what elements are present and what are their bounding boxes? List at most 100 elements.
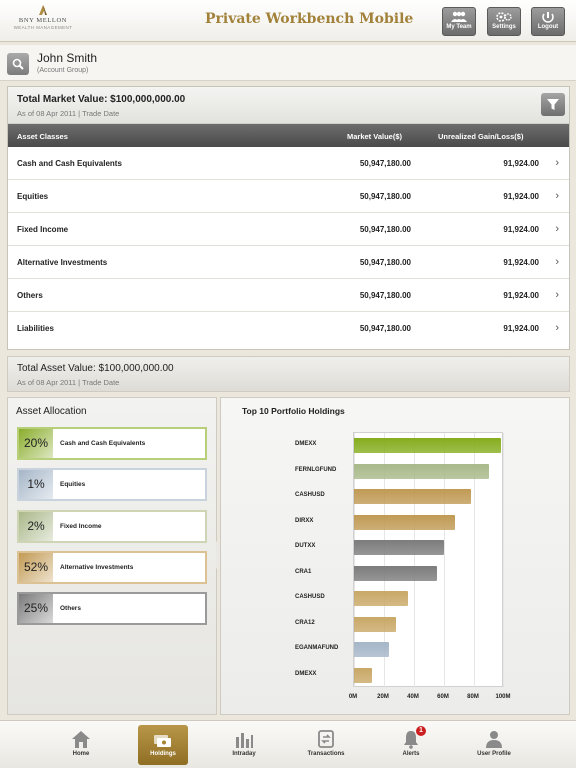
allocation-name: Cash and Cash Equivalents bbox=[60, 440, 146, 447]
allocation-item[interactable]: 52% Alternative Investments bbox=[17, 551, 207, 584]
allocation-name: Others bbox=[60, 605, 81, 612]
app-header: BNY MELLON WEALTH MANAGEMENT Private Wor… bbox=[0, 0, 576, 42]
x-tick-label: 0M bbox=[348, 694, 358, 700]
trade-date-link[interactable]: Trade Date bbox=[82, 378, 120, 387]
tab-user-profile[interactable]: User Profile bbox=[469, 725, 519, 765]
holding-bar[interactable] bbox=[354, 438, 501, 453]
trade-date-link[interactable]: Trade Date bbox=[82, 109, 120, 118]
holdings-icon bbox=[154, 735, 171, 747]
gridline bbox=[354, 433, 355, 688]
tab-label: Holdings bbox=[150, 751, 176, 757]
asset-allocation-title: Asset Allocation bbox=[16, 406, 87, 417]
tab-transactions[interactable]: Transactions bbox=[301, 725, 351, 765]
bell-icon bbox=[404, 731, 418, 749]
search-button[interactable] bbox=[7, 53, 29, 75]
holding-bar[interactable] bbox=[354, 463, 489, 479]
my-team-button[interactable]: My Team bbox=[442, 7, 476, 36]
table-row[interactable]: Liabilities 50,947,180.00 91,924.00 › bbox=[8, 312, 569, 345]
tab-home[interactable]: Home bbox=[56, 725, 106, 765]
filter-icon bbox=[547, 99, 559, 110]
holding-label: DMEXX bbox=[295, 670, 317, 677]
holding-label: CASHUSD bbox=[295, 492, 325, 498]
asset-class-name: Equities bbox=[17, 192, 49, 201]
chart-plot-area bbox=[353, 432, 504, 688]
settings-button[interactable]: Settings bbox=[487, 7, 521, 36]
allocation-name: Equities bbox=[60, 481, 86, 488]
holding-bar[interactable] bbox=[354, 540, 444, 555]
tab-label: User Profile bbox=[477, 751, 511, 757]
asset-class-name: Fixed Income bbox=[17, 225, 69, 234]
allocation-item[interactable]: 20% Cash and Cash Equivalents bbox=[17, 427, 207, 460]
settings-label: Settings bbox=[492, 24, 516, 30]
holding-bar[interactable] bbox=[354, 591, 408, 606]
chevron-right-icon: › bbox=[555, 157, 559, 169]
market-value-panel: Total Market Value: $100,000,000.00 As o… bbox=[7, 86, 570, 350]
holding-bar[interactable] bbox=[354, 642, 389, 657]
allocation-item[interactable]: 25% Others bbox=[17, 592, 207, 625]
holding-bar[interactable] bbox=[354, 565, 437, 581]
holding-label: CRA1 bbox=[295, 568, 312, 575]
holding-label: FERNLGFUND bbox=[295, 466, 337, 473]
holding-bar[interactable] bbox=[354, 489, 471, 504]
tab-alerts[interactable]: 1 Alerts bbox=[386, 725, 436, 765]
logo-mark-icon bbox=[39, 5, 47, 15]
table-row[interactable]: Fixed Income 50,947,180.00 91,924.00 › bbox=[8, 213, 569, 246]
transactions-icon bbox=[318, 730, 334, 748]
col-asset-classes: Asset Classes bbox=[17, 132, 68, 141]
holding-label: CRA12 bbox=[295, 619, 315, 626]
total-asset-value-band: Total Asset Value: $100,000,000.00 As of… bbox=[7, 356, 570, 392]
market-value-cell: 50,947,180.00 bbox=[359, 225, 411, 234]
tab-holdings[interactable]: Holdings bbox=[138, 725, 188, 765]
holding-label: DIRXX bbox=[295, 517, 314, 524]
allocation-percent: 52% bbox=[19, 553, 53, 582]
gridline bbox=[503, 433, 504, 688]
table-row[interactable]: Cash and Cash Equivalents 50,947,180.00 … bbox=[8, 147, 569, 180]
logout-button[interactable]: Logout bbox=[531, 7, 565, 36]
tab-label: Transactions bbox=[307, 751, 345, 757]
chevron-right-icon: › bbox=[555, 190, 559, 202]
asset-table-header: Asset Classes Market Value($) Unrealized… bbox=[8, 124, 569, 147]
gain-loss-cell: 91,924.00 bbox=[503, 291, 539, 300]
market-value-cell: 50,947,180.00 bbox=[359, 258, 411, 267]
total-asset-value: Total Asset Value: $100,000,000.00 bbox=[17, 363, 174, 374]
allocation-name: Fixed Income bbox=[60, 523, 102, 530]
chevron-right-icon: › bbox=[555, 289, 559, 301]
table-row[interactable]: Equities 50,947,180.00 91,924.00 › bbox=[8, 180, 569, 213]
top-holdings-panel: Top 10 Portfolio Holdings 0M 20M 40M 60M 80M… bbox=[220, 397, 570, 715]
market-value-header: Total Market Value: $100,000,000.00 As o… bbox=[8, 87, 569, 124]
allocation-item[interactable]: 1% Equities bbox=[17, 468, 207, 501]
brand-logo: BNY MELLON WEALTH MANAGEMENT bbox=[8, 3, 78, 37]
asset-table: Cash and Cash Equivalents 50,947,180.00 … bbox=[8, 147, 569, 345]
holding-bar[interactable] bbox=[354, 616, 396, 632]
tab-label: Alerts bbox=[402, 751, 420, 757]
asset-allocation-panel: Asset Allocation 20% Cash and Cash Equiv… bbox=[7, 397, 217, 715]
filter-button[interactable] bbox=[541, 93, 565, 116]
gain-loss-cell: 91,924.00 bbox=[503, 225, 539, 234]
gridline bbox=[414, 433, 415, 688]
col-unrealized-gain-loss: Unrealized Gain/Loss($) bbox=[438, 132, 524, 141]
gain-loss-cell: 91,924.00 bbox=[503, 192, 539, 201]
market-value-cell: 50,947,180.00 bbox=[359, 159, 411, 168]
chevron-right-icon: › bbox=[555, 223, 559, 235]
allocation-percent: 2% bbox=[19, 512, 53, 541]
logo-subtext: WEALTH MANAGEMENT bbox=[13, 25, 73, 30]
user-icon bbox=[486, 731, 502, 748]
x-tick-label: 20M bbox=[377, 694, 389, 700]
table-row[interactable]: Others 50,947,180.00 91,924.00 › bbox=[8, 279, 569, 312]
x-tick-label: 80M bbox=[467, 694, 479, 700]
total-market-value: Total Market Value: $100,000,000.00 bbox=[17, 94, 186, 105]
tab-intraday[interactable]: Intraday bbox=[219, 725, 269, 765]
holding-bar[interactable] bbox=[354, 667, 372, 683]
gridline bbox=[384, 433, 385, 688]
asset-class-name: Others bbox=[17, 291, 43, 300]
x-tick-label: 40M bbox=[407, 694, 419, 700]
chevron-right-icon: › bbox=[555, 256, 559, 268]
gain-loss-cell: 91,924.00 bbox=[503, 159, 539, 168]
bottom-tab-bar: Home Holdings Intraday Transactions 1 Al… bbox=[0, 720, 576, 768]
allocation-item[interactable]: 2% Fixed Income bbox=[17, 510, 207, 543]
holding-label: DUTXX bbox=[295, 543, 316, 549]
table-row[interactable]: Alternative Investments 50,947,180.00 91… bbox=[8, 246, 569, 279]
holding-bar[interactable] bbox=[354, 514, 455, 530]
col-market-value: Market Value($) bbox=[347, 132, 403, 141]
asset-class-name: Liabilities bbox=[17, 324, 54, 333]
